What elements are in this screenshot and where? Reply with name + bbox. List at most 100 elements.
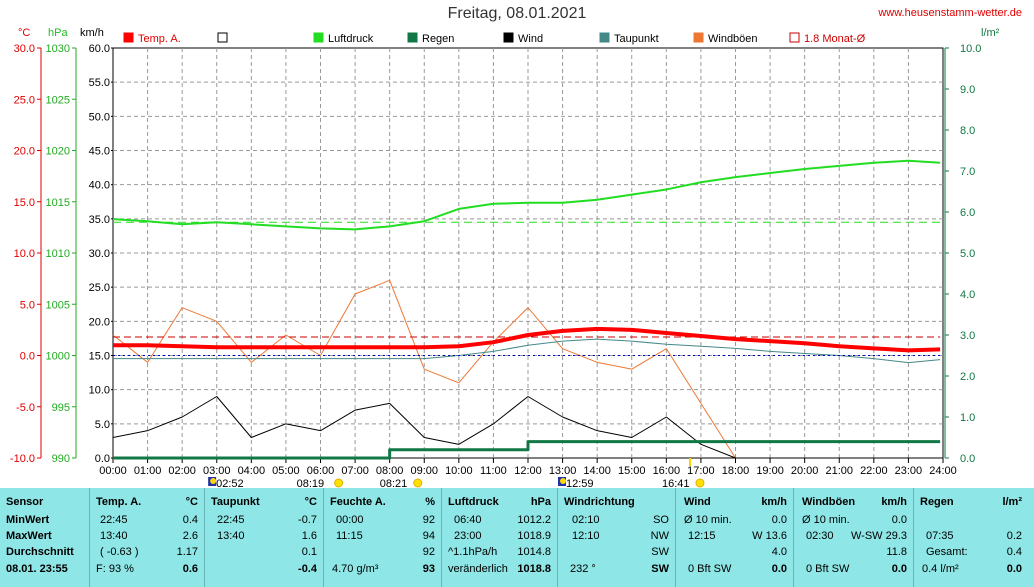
press-tick-label: 990: [52, 453, 70, 465]
dir-min-time: 02:10: [572, 514, 600, 526]
rain-tick-label: 0.0: [960, 453, 975, 465]
gust-current: 0.0: [891, 563, 907, 575]
press-current: 1018.8: [517, 563, 551, 575]
x-tick-label: 23:00: [895, 465, 923, 477]
table-row: Luftdruck hPa: [442, 494, 557, 510]
wind-current: 0.0: [771, 563, 787, 575]
table-row: Ø 10 min. 0.0: [794, 512, 913, 528]
legend-label: 1.8 Monat-Ø: [804, 33, 866, 45]
table-row: 06:40 1012.2: [442, 512, 557, 528]
rain-head: Regen: [920, 496, 954, 508]
press-avg-value: 1014.8: [517, 546, 551, 558]
moon-icon: [210, 478, 217, 484]
temp-tick-label: 0.0: [20, 351, 35, 363]
temp-tick-label: -5.0: [16, 402, 35, 414]
sunset-marker: 16:41: [662, 478, 705, 488]
sun-icon: [413, 478, 423, 488]
press-foot-label: veränderlich: [448, 563, 508, 575]
dir-avg-value: SW: [651, 546, 669, 558]
hum-unit-cell: %: [425, 496, 435, 508]
rain-total-label: Gesamt:: [926, 546, 968, 558]
temp-min-time: 22:45: [100, 514, 128, 526]
press-tick-label: 1015: [46, 197, 70, 209]
rain-tick-label: 8.0: [960, 125, 975, 137]
moon-icon: [560, 478, 567, 484]
temp-foot-label: F: 93 %: [96, 563, 134, 575]
legend-label: Luftdruck: [328, 33, 374, 45]
x-tick-label: 04:00: [238, 465, 266, 477]
rain-max-time: 07:35: [926, 530, 954, 542]
temp-max-value: 2.6: [182, 530, 198, 542]
weather-chart: 00:00 01:00 02:00 03:00 04:00 05:00 06:00 07:00…: [10, 32, 981, 488]
col-rain: Regen l/m² 07:35 0.2 Gesamt: 0.4 0.4 l/m² 0.…: [914, 488, 1034, 587]
x-tick-label: 00:00: [99, 465, 127, 477]
legend-label: Regen: [422, 33, 454, 45]
wind-min-label: Ø 10 min.: [684, 514, 732, 526]
table-row: ( -0.63 ) 1.17: [90, 544, 204, 560]
temp-tick-label: -10.0: [10, 453, 35, 465]
sun-icon: [334, 478, 344, 488]
temp-avg-label: ( -0.63 ): [100, 546, 139, 558]
x-tick-label: 21:00: [825, 465, 853, 477]
table-row: Taupunkt °C: [205, 494, 323, 510]
temp-tick-label: 30.0: [14, 43, 35, 55]
press-tick-label: 1025: [46, 94, 70, 106]
table-row: -0.4: [205, 561, 323, 577]
row-min: MinWert: [6, 514, 50, 526]
sensor-head: Sensor: [6, 496, 44, 508]
temp-head: Temp. A.: [96, 496, 142, 508]
table-row: Ø 10 min. 0.0: [676, 512, 793, 528]
press-max-time: 23:00: [454, 530, 482, 542]
dew-current: -0.4: [298, 563, 317, 575]
temp-tick-label: 25.0: [14, 94, 35, 106]
legend-swatch: [789, 32, 800, 43]
x-tick-label: 07:00: [341, 465, 369, 477]
site-link[interactable]: www.heusenstamm-wetter.de: [878, 7, 1022, 19]
table-row: 11:15 94: [324, 528, 441, 544]
hum-foot-label: 4.70 g/m³: [332, 563, 379, 575]
press-tick-label: 1005: [46, 299, 70, 311]
dir-foot-label: 232 °: [570, 563, 596, 575]
press-tick-label: 1030: [46, 43, 70, 55]
table-row: F: 93 % 0.6: [90, 561, 204, 577]
sunrise-marker: 08:19: [297, 478, 344, 488]
x-tick-label: 19:00: [756, 465, 784, 477]
dew-unit-cell: °C: [304, 496, 317, 508]
rain-current: 0.0: [1006, 563, 1022, 575]
x-tick-label: 17:00: [687, 465, 715, 477]
series-wind: [112, 396, 941, 459]
press-tick-label: 1010: [46, 248, 70, 260]
x-tick-label: 16:00: [653, 465, 681, 477]
temp-current: 0.6: [182, 563, 198, 575]
wind-unit: km/h: [80, 27, 104, 39]
table-row: 07:35 0.2: [914, 528, 1034, 544]
hum-avg-value: 92: [422, 546, 435, 558]
table-row: 02:30 W-SW 29.3: [794, 528, 913, 544]
series-temp-a-: [113, 326, 941, 353]
dew-min-value: -0.7: [298, 514, 317, 526]
table-row: 02:10 SO: [558, 512, 675, 528]
x-tick-label: 15:00: [618, 465, 646, 477]
wind-tick-label: 45.0: [89, 146, 110, 158]
x-tick-label: 20:00: [791, 465, 819, 477]
sunrise-time: 08:19: [297, 478, 325, 488]
hum-min-time: 00:00: [336, 514, 364, 526]
table-row: 11.8: [794, 544, 913, 560]
table-row: 13:40 1.6: [205, 528, 323, 544]
col-sensor: Sensor MinWert MaxWert Durchschnitt 08.0…: [0, 488, 90, 587]
temp-unit-cell: °C: [185, 496, 198, 508]
col-dew: Taupunkt °C 22:45 -0.7 13:40 1.6 0.1 -0.4: [205, 488, 324, 587]
x-tick-label: 12:00: [514, 465, 542, 477]
table-row: Feuchte A.%: [324, 494, 441, 510]
col-dir: Windrichtung 02:10 SO 12:10 NW SW 232 ° SW: [558, 488, 676, 587]
table-row: 00:00 92: [324, 512, 441, 528]
rain-tick-label: 10.0: [960, 43, 981, 55]
legend-label: Windböen: [708, 33, 758, 45]
summary-table: Sensor MinWert MaxWert Durchschnitt 08.0…: [0, 488, 1034, 587]
legend-label: Temp. A.: [138, 33, 181, 45]
row-max: MaxWert: [6, 530, 52, 542]
wind-head: Wind: [684, 496, 711, 508]
legend-swatch: [217, 32, 228, 43]
table-row: 22:45 -0.7: [205, 512, 323, 528]
wind-tick-label: 50.0: [89, 111, 110, 123]
